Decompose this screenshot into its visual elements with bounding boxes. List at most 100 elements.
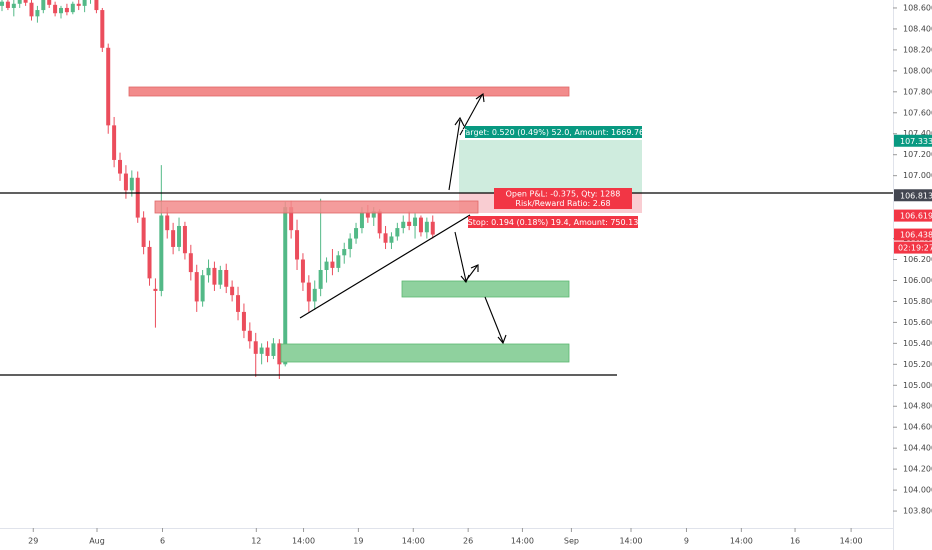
candle-body [177, 225, 182, 247]
candle-body [53, 4, 58, 14]
price-tag [894, 209, 932, 222]
candle-body [271, 343, 276, 356]
candle-body [312, 288, 317, 302]
candle-body [188, 253, 193, 273]
countdown-tag [894, 241, 932, 254]
candle-body [17, 0, 22, 4]
arrow-head [475, 93, 485, 103]
candle-body [236, 295, 241, 312]
candle-body [206, 267, 211, 276]
candle-body [377, 211, 382, 234]
candle-body [224, 269, 229, 287]
y-tick-label: 104.400 [903, 444, 932, 453]
candle-body [165, 215, 170, 231]
arrow-head [497, 334, 507, 345]
candle-body [283, 207, 288, 365]
arrow [484, 296, 504, 343]
candle-body [100, 10, 105, 48]
candle-body [241, 311, 246, 331]
arrows [448, 93, 507, 345]
target-zone [459, 140, 642, 193]
candle-body [76, 3, 81, 6]
x-tick-label: 26 [463, 537, 473, 546]
price-tag [894, 228, 932, 241]
candle-body [395, 228, 400, 237]
trend-line [299, 214, 471, 319]
candle-body [200, 275, 205, 302]
y-tick-label: 105.800 [903, 297, 932, 306]
price-tag [894, 189, 932, 202]
candle-body [29, 2, 34, 17]
price-tag [894, 134, 932, 147]
candle-body [318, 269, 323, 289]
candle-body [218, 269, 223, 285]
candle-body [64, 7, 69, 13]
candle-body [0, 1, 5, 6]
candle-body [118, 159, 123, 174]
candle-body [212, 267, 217, 285]
y-tick-label: 107.600 [903, 108, 932, 117]
candle-body [259, 347, 264, 354]
x-tick-label: 14:00 [619, 537, 642, 546]
arrow-head [470, 264, 479, 272]
price-tag-label: 107.333 [900, 137, 932, 146]
price-tag-label: 106.619 [900, 212, 932, 221]
target-label-box [465, 126, 642, 138]
x-tick-label: 14:00 [402, 537, 425, 546]
countdown-label: 02:19:27 [898, 244, 932, 253]
x-tick-label: 14:00 [730, 537, 753, 546]
candle-body [41, 0, 46, 11]
candle-body [413, 217, 418, 226]
arrow [464, 265, 478, 283]
x-tick-label: 14:00 [511, 537, 534, 546]
candle-body [129, 177, 134, 191]
candle-body [171, 230, 176, 247]
resistance-zone [128, 86, 570, 97]
y-tick-label: 104.200 [903, 465, 932, 474]
candle-body [153, 288, 158, 291]
y-tick-label: 107.400 [903, 129, 932, 138]
candle-body [324, 261, 329, 270]
y-tick-label: 108.400 [903, 24, 932, 33]
drawings: Target: 0.520 (0.49%) 52.0, Amount: 1669… [0, 86, 893, 376]
x-tick-label: Sep [564, 537, 579, 546]
candle-body [182, 225, 187, 254]
candle-body [247, 330, 252, 342]
y-tick-label: 106.000 [903, 276, 932, 285]
stop-label: Stop: 0.194 (0.18%) 19.4, Amount: 750.13 [468, 218, 639, 227]
arrow [448, 119, 461, 191]
y-tick-label: 104.000 [903, 486, 932, 495]
price-tag-label: 106.438 [900, 231, 932, 240]
y-tick-label: 103.800 [903, 507, 932, 516]
candle-body [336, 255, 341, 268]
y-tick-label: 107.800 [903, 87, 932, 96]
candle-body [70, 3, 75, 13]
candle-body [159, 215, 164, 291]
y-tick-label: 105.400 [903, 339, 932, 348]
candle-body [141, 217, 146, 247]
candle-body [59, 7, 64, 14]
x-tick-label: 16 [790, 537, 800, 546]
x-tick-label: 14:00 [292, 537, 315, 546]
risk-reward-label: Risk/Reward Ratio: 2.68 [515, 199, 610, 208]
x-tick-label: Aug [89, 537, 105, 546]
candle-body [418, 217, 423, 233]
candle-body [47, 0, 52, 5]
resistance-zone [154, 200, 479, 214]
candle-body [147, 246, 152, 279]
candle-body [300, 259, 305, 283]
candle-body [23, 0, 28, 3]
candle-body [359, 212, 364, 229]
y-tick-label: 108.600 [903, 3, 932, 12]
candle-body [289, 207, 294, 231]
pnl-label-box [494, 188, 632, 209]
y-tick-label: 104.600 [903, 423, 932, 432]
candle-body [194, 272, 199, 302]
arrow [454, 231, 467, 282]
x-tick-label: 12 [251, 537, 261, 546]
candle-body [383, 233, 388, 243]
candle-body [106, 47, 111, 126]
axes: 108.600 108.400 108.200 108.000 107.800 107.6… [28, 3, 932, 546]
